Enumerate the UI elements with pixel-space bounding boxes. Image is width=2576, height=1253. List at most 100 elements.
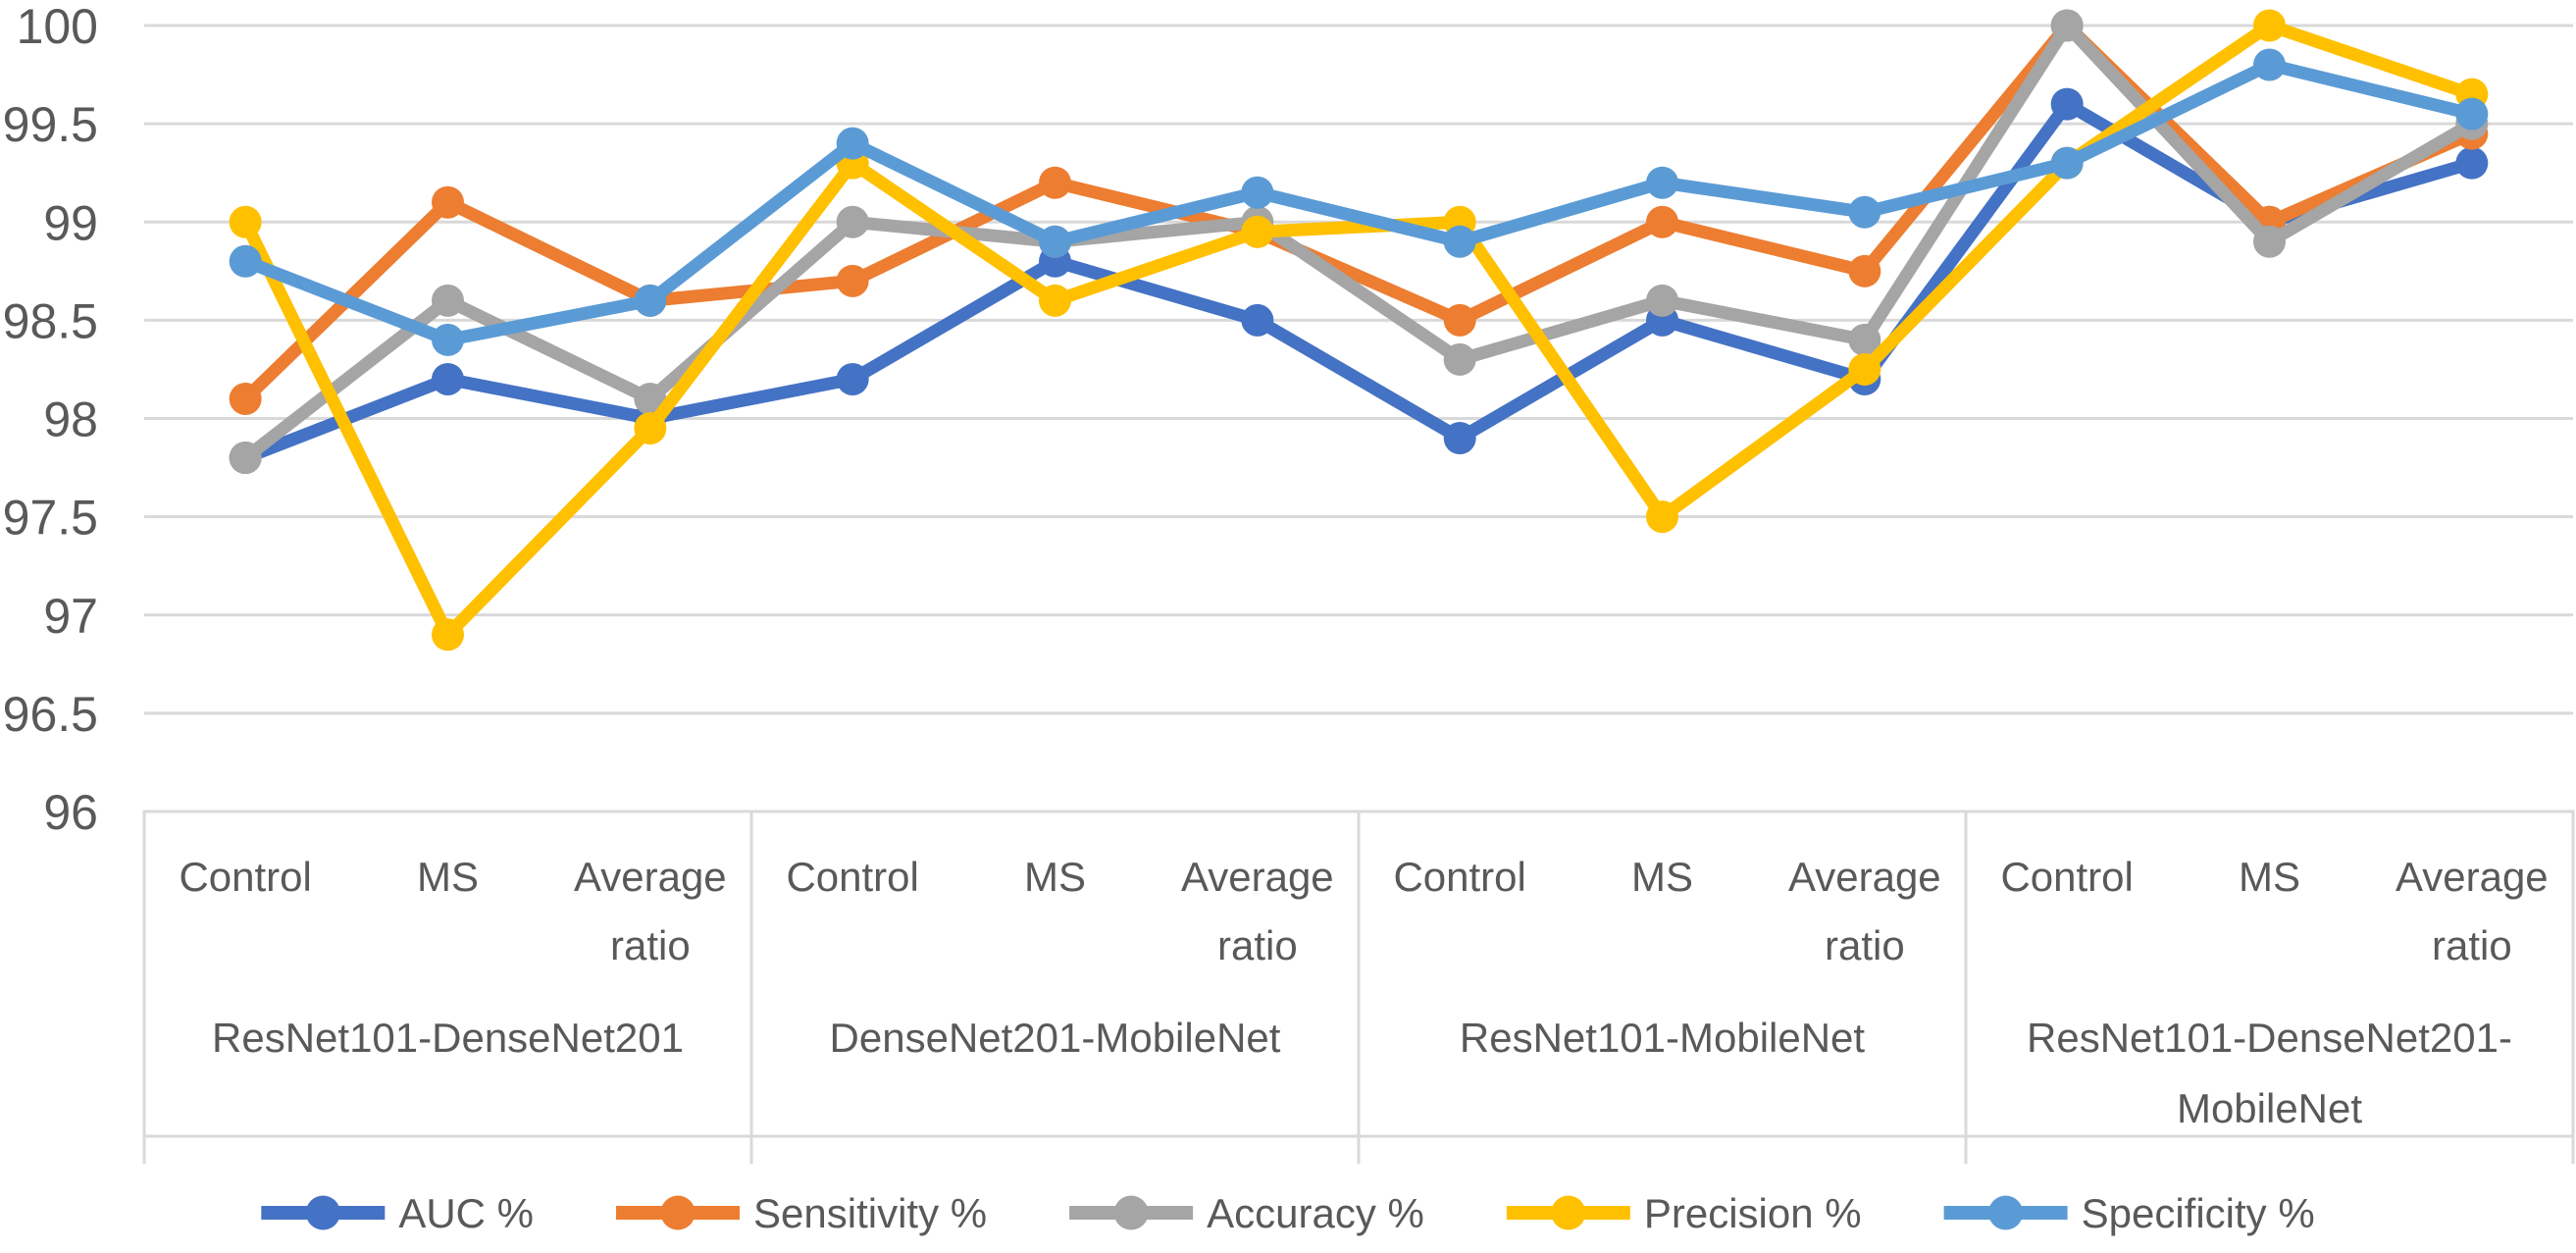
legend-item-accuracy: Accuracy % [1069, 1190, 1424, 1236]
legend-label: Precision % [1644, 1190, 1862, 1236]
data-point-precision-0 [229, 205, 262, 238]
category-tick-label: Average [1181, 854, 1334, 900]
category-tick-label: Control [786, 854, 918, 900]
legend-item-specificity: Specificity % [1943, 1190, 2315, 1236]
group-label: DenseNet201-MobileNet [830, 1015, 1281, 1061]
data-point-auc-11 [2455, 146, 2489, 180]
data-point-specificity-3 [836, 127, 869, 160]
legend-item-sensitivity: Sensitivity % [616, 1190, 987, 1236]
category-tick-label: ratio [2432, 922, 2512, 968]
category-tick-label: Average [2396, 854, 2549, 900]
legend-label: Specificity % [2082, 1190, 2315, 1236]
data-point-precision-5 [1241, 215, 1274, 248]
category-tick-label: ratio [1825, 922, 1905, 968]
data-point-sensitivity-1 [432, 185, 464, 219]
data-point-accuracy-3 [836, 205, 869, 238]
data-point-accuracy-2 [634, 382, 667, 415]
category-tick-label: MS [1024, 854, 1086, 900]
y-tick-label: 97 [43, 589, 98, 644]
series-specificity [229, 48, 2489, 356]
group-label: ResNet101-DenseNet201 [212, 1015, 684, 1061]
data-point-precision-4 [1039, 284, 1071, 317]
legend-swatch-dot [1113, 1195, 1149, 1230]
data-point-precision-8 [1848, 352, 1881, 386]
data-point-specificity-4 [1039, 225, 1071, 258]
series-line-precision [238, 19, 2479, 642]
data-point-specificity-1 [432, 323, 464, 356]
data-point-auc-6 [1443, 422, 1476, 455]
category-tick-label: Average [574, 854, 727, 900]
series-line-auc [238, 97, 2479, 465]
category-tick-label: MS [417, 854, 479, 900]
data-point-specificity-8 [1848, 195, 1881, 229]
data-point-precision-2 [634, 412, 667, 445]
legend: AUC % Sensitivity % Accuracy % Precision % S… [261, 1190, 2315, 1236]
data-point-sensitivity-6 [1443, 303, 1476, 337]
series-line-specificity [238, 58, 2479, 346]
data-point-precision-10 [2253, 9, 2286, 42]
legend-label: Sensitivity % [753, 1190, 987, 1236]
y-tick-label: 96 [43, 785, 98, 840]
legend-label: AUC % [398, 1190, 534, 1236]
data-point-accuracy-9 [2050, 9, 2084, 42]
legend-swatch-dot [1551, 1195, 1586, 1230]
data-point-accuracy-0 [229, 442, 262, 475]
y-tick-label: 99 [43, 195, 98, 250]
y-tick-label: 99.5 [3, 97, 98, 152]
category-tick-label: Control [179, 854, 311, 900]
legend-item-precision: Precision % [1506, 1190, 1862, 1236]
group-labels: ResNet101-DenseNet201 DenseNet201-MobileN… [212, 1015, 2512, 1131]
y-tick-label: 100 [17, 0, 98, 54]
data-point-sensitivity-3 [836, 264, 869, 297]
data-point-specificity-2 [634, 284, 667, 317]
data-point-specificity-9 [2050, 146, 2084, 180]
y-tick-label: 98.5 [3, 293, 98, 348]
series-precision [229, 9, 2489, 652]
gridlines [144, 24, 2573, 813]
data-point-accuracy-8 [1848, 323, 1881, 356]
data-point-specificity-7 [1646, 166, 1678, 199]
data-point-auc-1 [432, 362, 464, 395]
legend-item-auc: AUC % [261, 1190, 534, 1236]
data-point-sensitivity-7 [1646, 205, 1678, 238]
group-label: ResNet101-DenseNet201- [2027, 1015, 2512, 1061]
data-point-sensitivity-8 [1848, 254, 1881, 287]
data-point-specificity-0 [229, 244, 262, 278]
legend-label: Accuracy % [1207, 1190, 1424, 1236]
legend-swatch-dot [660, 1195, 696, 1230]
group-label: MobileNet [2177, 1085, 2362, 1131]
legend-swatch-dot [305, 1195, 340, 1230]
data-point-accuracy-10 [2253, 225, 2286, 258]
category-tick-label: Control [2000, 854, 2133, 900]
data-point-accuracy-6 [1443, 342, 1476, 376]
data-point-accuracy-7 [1646, 284, 1678, 317]
y-tick-label: 98 [43, 392, 98, 447]
y-axis-labels: 100 99.5 99 98.5 98 97.5 97 96.5 96 [3, 0, 98, 840]
data-point-auc-3 [836, 362, 869, 395]
category-tick-label: Control [1393, 854, 1525, 900]
data-point-sensitivity-4 [1039, 166, 1071, 199]
category-labels: Control MS Average ratio Control MS Average rat… [179, 854, 2548, 968]
category-tick-label: ratio [1217, 922, 1298, 968]
category-tick-label: MS [1631, 854, 1693, 900]
data-point-specificity-11 [2455, 97, 2489, 131]
data-point-specificity-5 [1241, 176, 1274, 209]
x-axis [142, 809, 2575, 1164]
data-point-auc-9 [2050, 87, 2084, 121]
category-tick-label: ratio [610, 922, 691, 968]
legend-swatch-dot [1988, 1195, 2024, 1230]
y-tick-label: 96.5 [3, 687, 98, 742]
category-tick-label: MS [2239, 854, 2300, 900]
group-label: ResNet101-MobileNet [1460, 1015, 1866, 1061]
category-tick-label: Average [1788, 854, 1941, 900]
data-point-precision-7 [1646, 500, 1678, 534]
series-line-accuracy [238, 19, 2479, 465]
data-point-specificity-6 [1443, 225, 1476, 258]
data-point-precision-1 [432, 618, 464, 652]
data-point-accuracy-1 [432, 284, 464, 317]
data-point-auc-5 [1241, 303, 1274, 337]
y-tick-label: 97.5 [3, 491, 98, 546]
data-point-specificity-10 [2253, 48, 2286, 81]
